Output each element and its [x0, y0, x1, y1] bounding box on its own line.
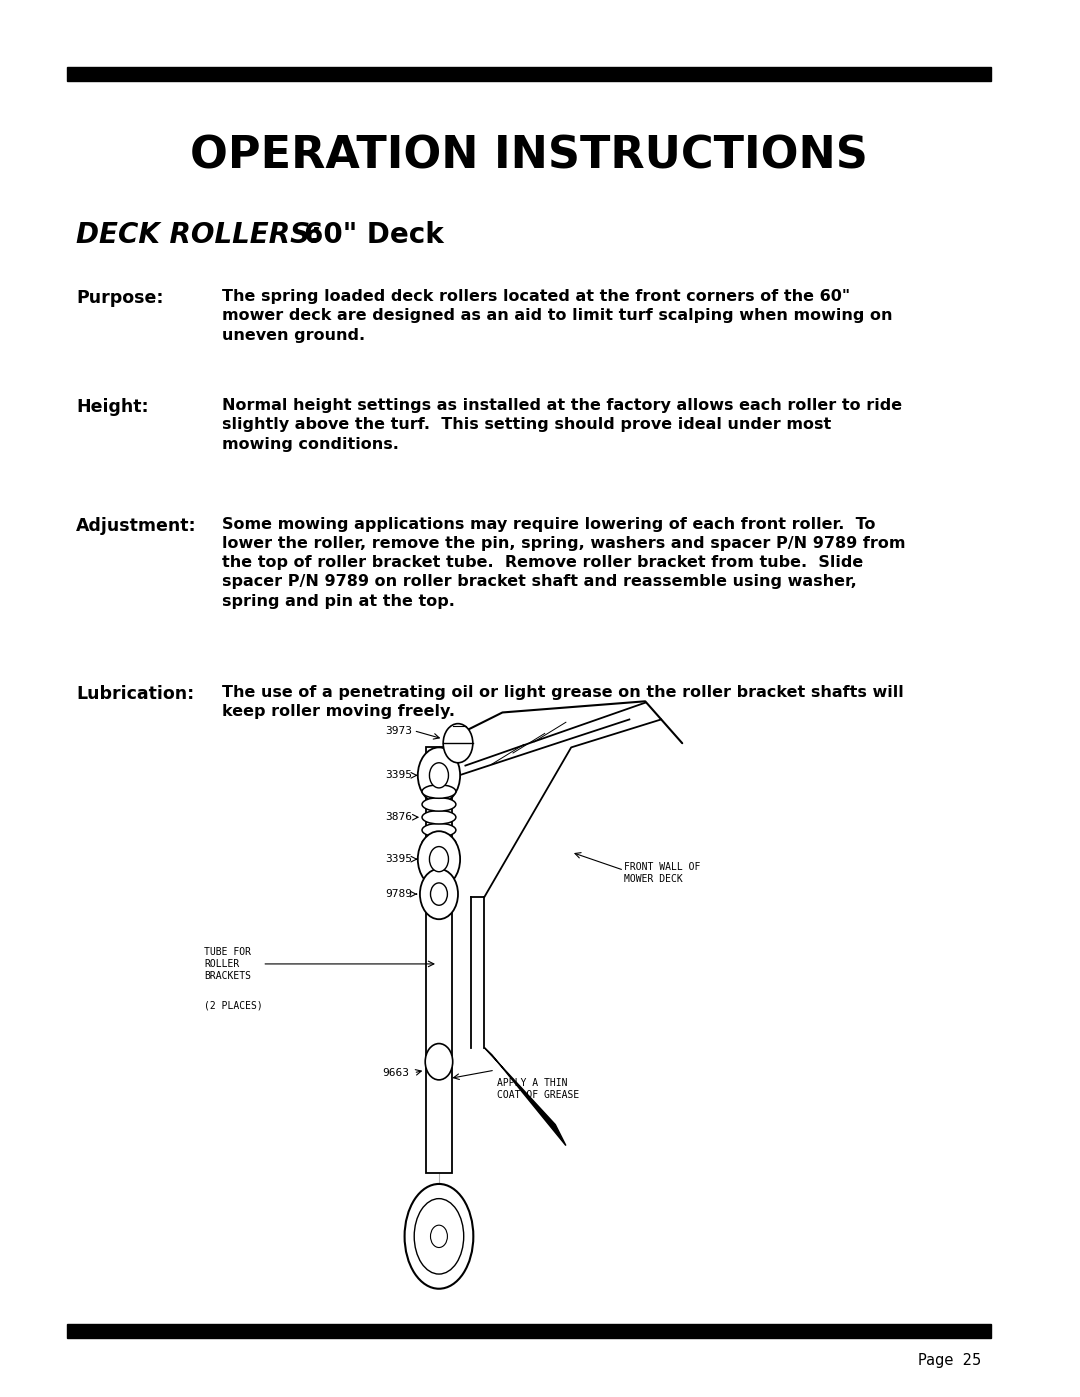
Text: 60" Deck: 60" Deck [303, 221, 443, 249]
Text: 3876: 3876 [386, 812, 413, 823]
Circle shape [430, 763, 448, 788]
Text: 9663: 9663 [382, 1067, 409, 1078]
Text: FRONT WALL OF
MOWER DECK: FRONT WALL OF MOWER DECK [624, 862, 701, 884]
Circle shape [426, 1044, 453, 1080]
Polygon shape [485, 1048, 566, 1146]
Text: (2 PLACES): (2 PLACES) [204, 1000, 262, 1010]
Text: Height:: Height: [77, 398, 149, 416]
Circle shape [420, 869, 458, 919]
Text: The spring loaded deck rollers located at the front corners of the 60"
mower dec: The spring loaded deck rollers located a… [222, 289, 893, 342]
Ellipse shape [422, 785, 456, 798]
Ellipse shape [422, 837, 456, 849]
Ellipse shape [422, 823, 456, 837]
Circle shape [431, 883, 447, 905]
Text: Some mowing applications may require lowering of each front roller.  To
lower th: Some mowing applications may require low… [222, 517, 906, 609]
Text: OPERATION INSTRUCTIONS: OPERATION INSTRUCTIONS [190, 136, 868, 177]
Text: 9789: 9789 [386, 888, 413, 900]
Ellipse shape [415, 1199, 463, 1274]
Text: APPLY A THIN
COAT OF GREASE: APPLY A THIN COAT OF GREASE [497, 1078, 579, 1101]
Circle shape [443, 724, 473, 763]
Text: 3395: 3395 [386, 854, 413, 865]
Ellipse shape [405, 1185, 473, 1288]
Text: DECK ROLLERS:: DECK ROLLERS: [77, 221, 322, 249]
Bar [67, 67, 991, 81]
Circle shape [418, 747, 460, 803]
Text: TUBE FOR
ROLLER
BRACKETS: TUBE FOR ROLLER BRACKETS [204, 947, 252, 981]
Ellipse shape [422, 810, 456, 824]
Bar [427, 747, 451, 1173]
Ellipse shape [422, 798, 456, 812]
Bar [67, 1324, 991, 1338]
Text: Adjustment:: Adjustment: [77, 517, 197, 535]
Text: Purpose:: Purpose: [77, 289, 164, 307]
Text: Normal height settings as installed at the factory allows each roller to ride
sl: Normal height settings as installed at t… [222, 398, 902, 451]
Circle shape [418, 831, 460, 887]
Text: 3973: 3973 [386, 725, 413, 736]
Text: Lubrication:: Lubrication: [77, 685, 194, 703]
Text: The use of a penetrating oil or light grease on the roller bracket shafts will
k: The use of a penetrating oil or light gr… [222, 685, 904, 718]
Text: 3395: 3395 [386, 770, 413, 781]
Text: Page  25: Page 25 [918, 1354, 982, 1368]
Circle shape [431, 1225, 447, 1248]
Circle shape [430, 847, 448, 872]
